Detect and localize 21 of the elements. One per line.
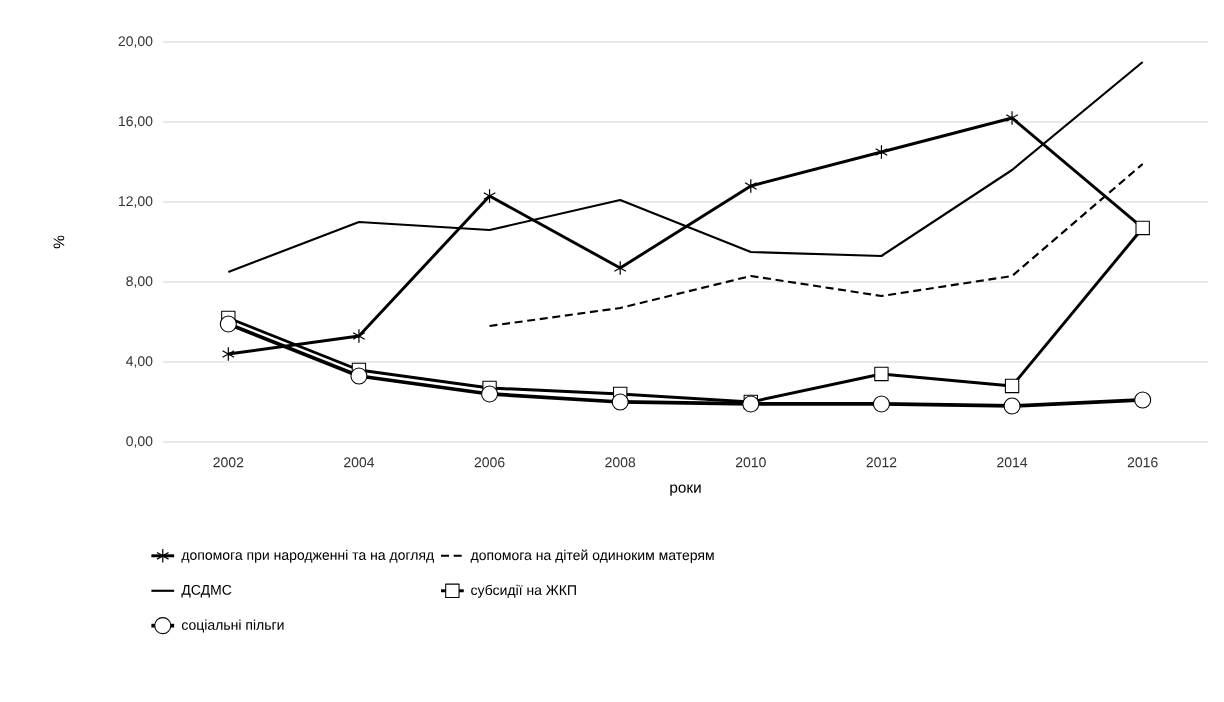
y-axis-title: % [53,235,65,249]
y-tick-label: 4,00 [126,356,153,368]
x-tick-label: 2002 [213,457,244,468]
y-tick-label: 16,00 [119,116,153,128]
x-axis-title: роки [670,484,701,496]
x-tick-label: 2010 [735,457,766,468]
x-tick-label: 2008 [605,457,636,468]
legend-label: ДСДМС [181,584,232,598]
x-tick-label: 2006 [474,457,505,468]
x-tick-label: 2004 [344,457,375,468]
legend-label: субсидії на ЖКП [471,584,576,598]
y-tick-label: 12,00 [119,196,153,208]
x-tick-label: 2016 [1127,457,1158,468]
y-tick-label: 20,00 [118,36,153,48]
legend-label: соціальні пільги [181,619,284,633]
y-tick-label: 0,00 [126,436,153,448]
x-tick-label: 2014 [997,457,1028,468]
legend-label: допомога при народженні та на догляд [181,549,434,563]
legend-label: допомога на дітей одиноким матерям [470,549,714,563]
x-tick-label: 2012 [866,457,897,468]
y-tick-label: 8,00 [126,276,153,288]
